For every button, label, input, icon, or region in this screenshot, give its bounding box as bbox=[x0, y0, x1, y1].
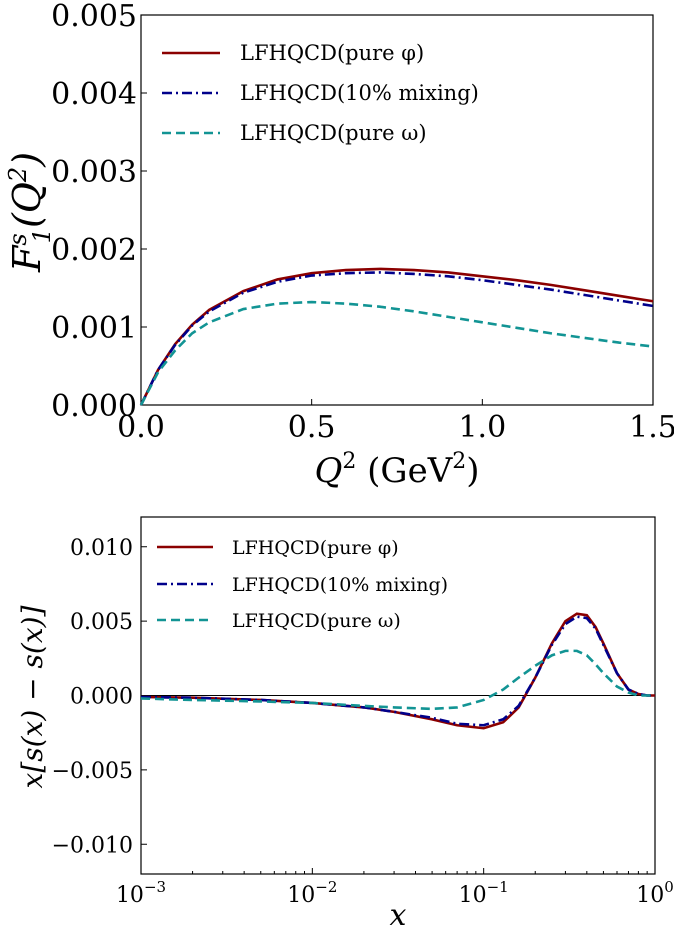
bottom-chart-ylabel: x[s(x) − s(x)] bbox=[16, 605, 49, 788]
x-tick-label: 10−3 bbox=[116, 878, 166, 908]
legend-label-pure-omega: LFHQCD(pure ω) bbox=[232, 610, 401, 632]
series-line-mixing bbox=[139, 271, 654, 406]
series-line-pure_omega bbox=[139, 300, 654, 406]
xlabel-unit-open: (GeV bbox=[356, 451, 453, 491]
top-chart-xlabel: Q2 (GeV2) bbox=[314, 449, 479, 491]
x-tick-label: 0.0 bbox=[117, 410, 165, 445]
x-tick-label: 10−2 bbox=[287, 878, 337, 908]
ylabel-sup: s bbox=[4, 233, 32, 245]
y-tick-label: −0.005 bbox=[52, 759, 133, 784]
bottom-chart-lines bbox=[140, 612, 655, 730]
y-tick-label: 0.003 bbox=[51, 155, 137, 190]
y-tick-label: 0.004 bbox=[51, 77, 137, 112]
legend-label-pure-phi: LFHQCD(pure φ) bbox=[240, 41, 424, 65]
series-line-mixing bbox=[140, 615, 655, 727]
top-chart-legend: LFHQCD(pure φ) LFHQCD(10% mixing) LFHQCD… bbox=[162, 41, 479, 145]
y-tick-label: 0.000 bbox=[70, 685, 133, 710]
top-chart-frame bbox=[140, 14, 654, 406]
x-tick-label: 1.5 bbox=[629, 410, 674, 445]
xlabel-unit-close: ) bbox=[466, 451, 479, 491]
ylabel2-s: s bbox=[16, 654, 49, 668]
top-chart-lines bbox=[139, 267, 654, 406]
bottom-chart: 0.010 0.005 0.000 −0.005 −0.010 10−3 10−2 10−1 1… bbox=[16, 516, 674, 933]
ylabel-close: ) bbox=[5, 152, 49, 168]
ylabel-open: (Q bbox=[5, 182, 49, 228]
series-line-pure_phi bbox=[139, 267, 654, 406]
top-chart: 0.000 0.001 0.002 0.003 0.004 0.005 0.0 0.5 1.0 1… bbox=[4, 0, 674, 491]
bottom-chart-legend: LFHQCD(pure φ) LFHQCD(10% mixing) LFHQCD… bbox=[157, 537, 448, 632]
legend-label-pure-phi: LFHQCD(pure φ) bbox=[232, 537, 399, 559]
xlabel-q: Q bbox=[314, 451, 342, 491]
ylabel-sup2: 2 bbox=[4, 167, 32, 183]
y-tick-label: 0.005 bbox=[51, 0, 137, 34]
y-tick-label: 0.005 bbox=[70, 610, 133, 635]
xlabel-sup1: 2 bbox=[342, 449, 356, 474]
x-tick-label: 0.5 bbox=[288, 410, 336, 445]
y-tick-label: 0.002 bbox=[51, 233, 137, 268]
ylabel-sub: 1 bbox=[28, 228, 56, 243]
x-tick-label: 10−1 bbox=[459, 878, 509, 908]
y-tick-label: 0.000 bbox=[51, 389, 137, 424]
legend-label-mixing: LFHQCD(10% mixing) bbox=[240, 81, 479, 105]
ylabel2-a: x[s(x) − bbox=[16, 668, 49, 788]
x-tick-label: 1.0 bbox=[458, 410, 506, 445]
y-tick-label: 0.010 bbox=[70, 536, 133, 561]
xlabel-sup2: 2 bbox=[452, 449, 466, 474]
bottom-chart-xlabel: x bbox=[390, 898, 407, 933]
top-chart-ylabel: Fs1(Q2) bbox=[4, 152, 56, 273]
y-tick-label: 0.001 bbox=[51, 311, 137, 346]
ylabel2-b: (x)] bbox=[16, 605, 49, 654]
ylabel-f: F bbox=[5, 244, 49, 273]
legend-label-mixing: LFHQCD(10% mixing) bbox=[232, 574, 448, 596]
x-tick-label: 100 bbox=[636, 878, 674, 908]
y-tick-label: −0.010 bbox=[52, 833, 133, 858]
top-chart-ticks: 0.000 0.001 0.002 0.003 0.004 0.005 0.0 0.5 1.0 1… bbox=[51, 0, 674, 445]
legend-label-pure-omega: LFHQCD(pure ω) bbox=[240, 121, 427, 145]
series-line-pure_omega bbox=[140, 649, 655, 711]
bottom-chart-ticks: 0.010 0.005 0.000 −0.005 −0.010 10−3 10−2 10−1 1… bbox=[52, 536, 674, 908]
